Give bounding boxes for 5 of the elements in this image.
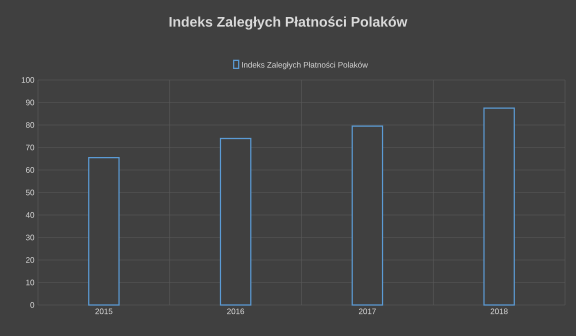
chart-title: Indeks Zaległych Płatności Polaków bbox=[170, 16, 408, 30]
bar bbox=[483, 108, 515, 306]
bar bbox=[88, 157, 120, 306]
bar bbox=[352, 126, 384, 306]
bar bbox=[220, 138, 252, 306]
